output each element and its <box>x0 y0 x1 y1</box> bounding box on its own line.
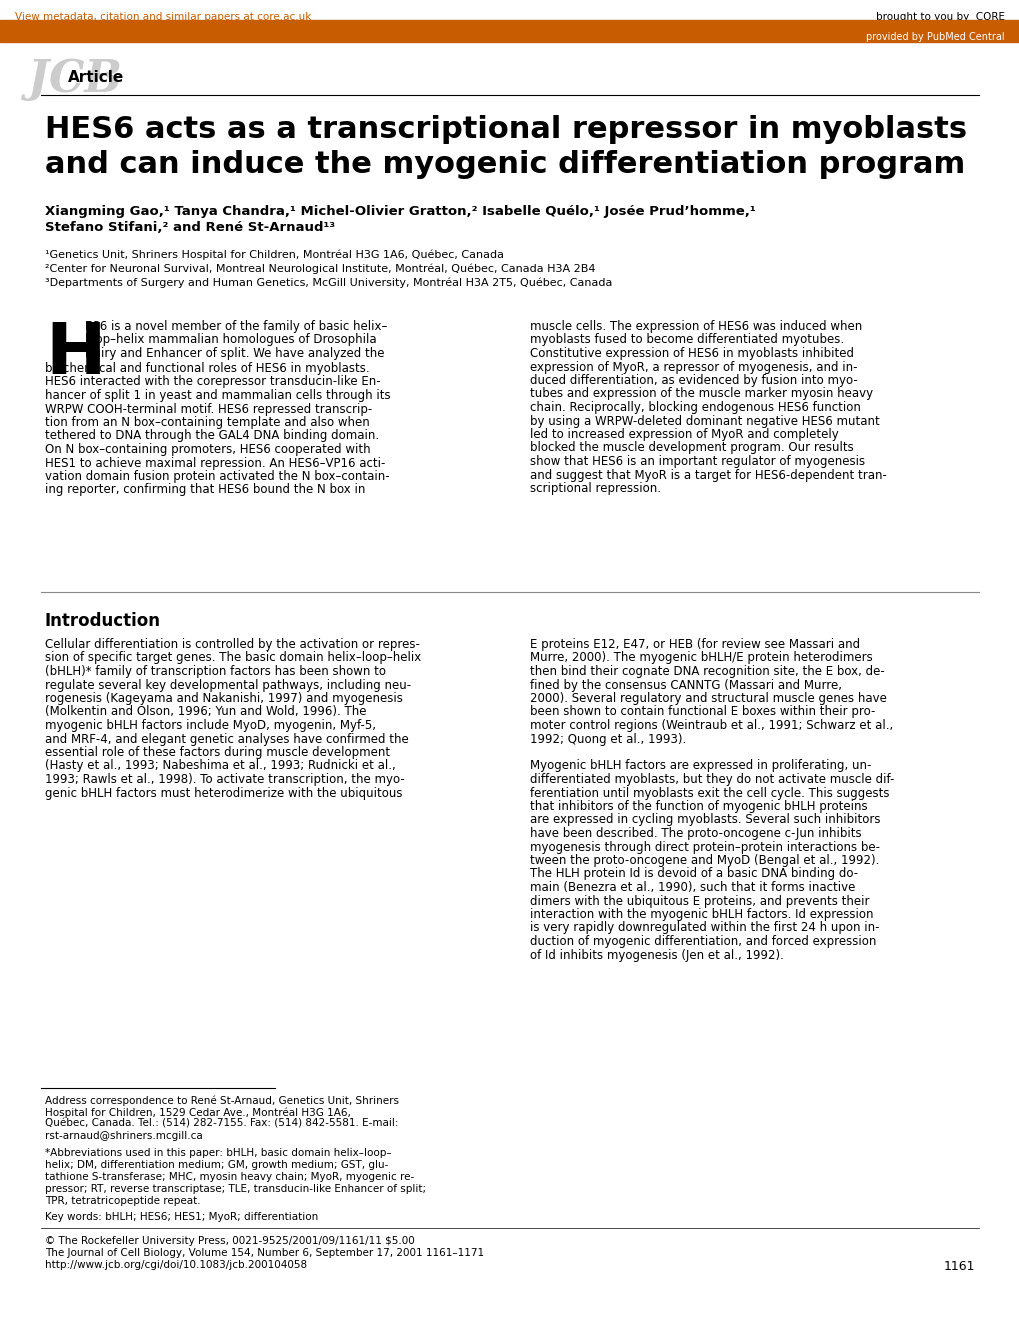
Bar <box>0 20 1019 42</box>
Text: ¹Genetics Unit, Shriners Hospital for Children, Montréal H3G 1A6, Québec, Canada: ¹Genetics Unit, Shriners Hospital for Ch… <box>45 249 503 260</box>
Text: 1993; Rawls et al., 1998). To activate transcription, the myo-: 1993; Rawls et al., 1998). To activate t… <box>45 774 405 785</box>
Text: sion of specific target genes. The basic domain helix–loop–helix: sion of specific target genes. The basic… <box>45 652 421 664</box>
Text: E proteins E12, E47, or HEB (for review see Massari and: E proteins E12, E47, or HEB (for review … <box>530 638 859 651</box>
Text: genic bHLH factors must heterodimerize with the ubiquitous: genic bHLH factors must heterodimerize w… <box>45 787 403 800</box>
Text: Key words: bHLH; HES6; HES1; MyoR; differentiation: Key words: bHLH; HES6; HES1; MyoR; diffe… <box>45 1212 318 1222</box>
Text: ³Departments of Surgery and Human Genetics, McGill University, Montréal H3A 2T5,: ³Departments of Surgery and Human Geneti… <box>45 279 611 289</box>
Text: dimers with the ubiquitous E proteins, and prevents their: dimers with the ubiquitous E proteins, a… <box>530 895 868 908</box>
Text: rst-arnaud@shriners.mcgill.ca: rst-arnaud@shriners.mcgill.ca <box>45 1131 203 1140</box>
Text: HES6 interacted with the corepressor transducin-like En-: HES6 interacted with the corepressor tra… <box>45 375 380 388</box>
Text: blocked the muscle development program. Our results: blocked the muscle development program. … <box>530 441 853 454</box>
Text: biochemical and functional roles of HES6 in myoblasts.: biochemical and functional roles of HES6… <box>45 362 369 375</box>
Text: fined by the consensus CANNTG (Massari and Murre,: fined by the consensus CANNTG (Massari a… <box>530 678 841 692</box>
Text: show that HES6 is an important regulator of myogenesis: show that HES6 is an important regulator… <box>530 455 864 469</box>
Text: The HLH protein Id is devoid of a basic DNA binding do-: The HLH protein Id is devoid of a basic … <box>530 867 857 880</box>
Text: *Abbreviations used in this paper: bHLH, basic domain helix–loop–: *Abbreviations used in this paper: bHLH,… <box>45 1148 391 1158</box>
Text: JCB: JCB <box>28 58 122 102</box>
Text: (Hasty et al., 1993; Nabeshima et al., 1993; Rudnicki et al.,: (Hasty et al., 1993; Nabeshima et al., 1… <box>45 759 395 772</box>
Text: tion from an N box–containing template and also when: tion from an N box–containing template a… <box>45 416 370 429</box>
Text: is very rapidly downregulated within the first 24 h upon in-: is very rapidly downregulated within the… <box>530 921 878 935</box>
Text: HES6 acts as a transcriptional repressor in myoblasts: HES6 acts as a transcriptional repressor… <box>45 115 966 144</box>
Text: tween the proto-oncogene and MyoD (Bengal et al., 1992).: tween the proto-oncogene and MyoD (Benga… <box>530 854 878 867</box>
Text: Myogenic bHLH factors are expressed in proliferating, un-: Myogenic bHLH factors are expressed in p… <box>530 759 870 772</box>
Text: interaction with the myogenic bHLH factors. Id expression: interaction with the myogenic bHLH facto… <box>530 908 872 921</box>
Text: loop–helix mammalian homologues of Drosophila: loop–helix mammalian homologues of Droso… <box>85 334 376 346</box>
Text: muscle cells. The expression of HES6 was induced when: muscle cells. The expression of HES6 was… <box>530 319 861 333</box>
Text: © The Rockefeller University Press, 0021-9525/2001/09/1161/11 $5.00: © The Rockefeller University Press, 0021… <box>45 1236 415 1246</box>
Text: hancer of split 1 in yeast and mammalian cells through its: hancer of split 1 in yeast and mammalian… <box>45 389 390 403</box>
Text: Murre, 2000). The myogenic bHLH/E protein heterodimers: Murre, 2000). The myogenic bHLH/E protei… <box>530 652 872 664</box>
Text: expression of MyoR, a repressor of myogenesis, and in-: expression of MyoR, a repressor of myoge… <box>530 360 857 374</box>
Text: helix; DM, differentiation medium; GM, growth medium; GST, glu-: helix; DM, differentiation medium; GM, g… <box>45 1160 388 1170</box>
Text: regulate several key developmental pathways, including neu-: regulate several key developmental pathw… <box>45 678 411 692</box>
Text: and suggest that MyoR is a target for HES6-dependent tran-: and suggest that MyoR is a target for HE… <box>530 469 886 482</box>
Text: myogenic bHLH factors include MyoD, myogenin, Myf-5,: myogenic bHLH factors include MyoD, myog… <box>45 719 376 733</box>
Text: myogenesis through direct protein–protein interactions be-: myogenesis through direct protein–protei… <box>530 841 879 854</box>
Text: that inhibitors of the function of myogenic bHLH proteins: that inhibitors of the function of myoge… <box>530 800 867 813</box>
Text: ES6 is a novel member of the family of basic helix–: ES6 is a novel member of the family of b… <box>85 319 387 333</box>
Text: Introduction: Introduction <box>45 612 161 630</box>
Text: and can induce the myogenic differentiation program: and can induce the myogenic differentiat… <box>45 150 964 180</box>
Text: 1161: 1161 <box>943 1261 974 1272</box>
Text: Address correspondence to René St-Arnaud, Genetics Unit, Shriners: Address correspondence to René St-Arnaud… <box>45 1096 398 1106</box>
Text: TPR, tetratricopeptide repeat.: TPR, tetratricopeptide repeat. <box>45 1196 201 1206</box>
Text: Hospital for Children, 1529 Cedar Ave., Montréal H3G 1A6,: Hospital for Children, 1529 Cedar Ave., … <box>45 1107 351 1118</box>
Text: ²Center for Neuronal Survival, Montreal Neurological Institute, Montréal, Québec: ²Center for Neuronal Survival, Montreal … <box>45 264 595 275</box>
Text: H: H <box>45 319 105 389</box>
Text: tubes and expression of the muscle marker myosin heavy: tubes and expression of the muscle marke… <box>530 388 872 400</box>
Text: (Molkentin and Olson, 1996; Yun and Wold, 1996). The: (Molkentin and Olson, 1996; Yun and Wold… <box>45 705 366 718</box>
Text: The Journal of Cell Biology, Volume 154, Number 6, September 17, 2001 1161–1171: The Journal of Cell Biology, Volume 154,… <box>45 1247 484 1258</box>
Text: rogenesis (Kageyama and Nakanishi, 1997) and myogenesis: rogenesis (Kageyama and Nakanishi, 1997)… <box>45 692 403 705</box>
Text: http://www.jcb.org/cgi/doi/10.1083/jcb.200104058: http://www.jcb.org/cgi/doi/10.1083/jcb.2… <box>45 1261 307 1270</box>
Text: brought to you by  CORE: brought to you by CORE <box>875 12 1004 22</box>
Text: (bHLH)* family of transcription factors has been shown to: (bHLH)* family of transcription factors … <box>45 665 385 678</box>
Text: 1992; Quong et al., 1993).: 1992; Quong et al., 1993). <box>530 733 686 746</box>
Text: provided by PubMed Central: provided by PubMed Central <box>865 32 1004 42</box>
Text: led to increased expression of MyoR and completely: led to increased expression of MyoR and … <box>530 428 838 441</box>
Text: ferentiation until myoblasts exit the cell cycle. This suggests: ferentiation until myoblasts exit the ce… <box>530 787 889 800</box>
Text: essential role of these factors during muscle development: essential role of these factors during m… <box>45 746 389 759</box>
Text: On N box–containing promoters, HES6 cooperated with: On N box–containing promoters, HES6 coop… <box>45 444 370 455</box>
Text: Cellular differentiation is controlled by the activation or repres-: Cellular differentiation is controlled b… <box>45 638 420 651</box>
Text: myoblasts fused to become differentiated myotubes.: myoblasts fused to become differentiated… <box>530 334 844 346</box>
Text: moter control regions (Weintraub et al., 1991; Schwarz et al.,: moter control regions (Weintraub et al.,… <box>530 719 893 733</box>
Text: pressor; RT, reverse transcriptase; TLE, transducin-like Enhancer of split;: pressor; RT, reverse transcriptase; TLE,… <box>45 1184 426 1195</box>
Text: then bind their cognate DNA recognition site, the E box, de-: then bind their cognate DNA recognition … <box>530 665 883 678</box>
Text: vation domain fusion protein activated the N box–contain-: vation domain fusion protein activated t… <box>45 470 389 483</box>
Text: duction of myogenic differentiation, and forced expression: duction of myogenic differentiation, and… <box>530 935 875 948</box>
Text: ing reporter, confirming that HES6 bound the N box in: ing reporter, confirming that HES6 bound… <box>45 483 365 496</box>
Text: Constitutive expression of HES6 in myoblasts inhibited: Constitutive expression of HES6 in myobl… <box>530 347 853 360</box>
Text: duced differentiation, as evidenced by fusion into myo-: duced differentiation, as evidenced by f… <box>530 374 857 387</box>
Text: Québec, Canada. Tel.: (514) 282-7155. Fax: (514) 842-5581. E-mail:: Québec, Canada. Tel.: (514) 282-7155. Fa… <box>45 1119 398 1129</box>
Text: Article: Article <box>68 70 124 84</box>
Text: 2000). Several regulatory and structural muscle genes have: 2000). Several regulatory and structural… <box>530 692 886 705</box>
Text: chain. Reciprocally, blocking endogenous HES6 function: chain. Reciprocally, blocking endogenous… <box>530 401 860 414</box>
Text: tathione S-transferase; MHC, myosin heavy chain; MyoR, myogenic re-: tathione S-transferase; MHC, myosin heav… <box>45 1172 414 1181</box>
Text: Stefano Stifani,² and René St-Arnaud¹³: Stefano Stifani,² and René St-Arnaud¹³ <box>45 220 335 234</box>
Text: differentiated myoblasts, but they do not activate muscle dif-: differentiated myoblasts, but they do no… <box>530 774 894 785</box>
Text: WRPW COOH-terminal motif. HES6 repressed transcrip-: WRPW COOH-terminal motif. HES6 repressed… <box>45 403 372 416</box>
Text: by using a WRPW-deleted dominant negative HES6 mutant: by using a WRPW-deleted dominant negativ… <box>530 414 878 428</box>
Text: tethered to DNA through the GAL4 DNA binding domain.: tethered to DNA through the GAL4 DNA bin… <box>45 429 379 442</box>
Text: been shown to contain functional E boxes within their pro-: been shown to contain functional E boxes… <box>530 705 874 718</box>
Text: are expressed in cycling myoblasts. Several such inhibitors: are expressed in cycling myoblasts. Seve… <box>530 813 879 826</box>
Text: have been described. The proto-oncogene c-Jun inhibits: have been described. The proto-oncogene … <box>530 828 861 840</box>
Text: Xiangming Gao,¹ Tanya Chandra,¹ Michel-Olivier Gratton,² Isabelle Quélo,¹ Josée : Xiangming Gao,¹ Tanya Chandra,¹ Michel-O… <box>45 205 755 218</box>
Text: Hairy and Enhancer of split. We have analyzed the: Hairy and Enhancer of split. We have ana… <box>85 347 384 360</box>
Text: scriptional repression.: scriptional repression. <box>530 482 660 495</box>
Text: and MRF-4, and elegant genetic analyses have confirmed the: and MRF-4, and elegant genetic analyses … <box>45 733 409 746</box>
Text: of Id inhibits myogenesis (Jen et al., 1992).: of Id inhibits myogenesis (Jen et al., 1… <box>530 949 784 961</box>
Text: HES1 to achieve maximal repression. An HES6–VP16 acti-: HES1 to achieve maximal repression. An H… <box>45 457 385 470</box>
Text: View metadata, citation and similar papers at core.ac.uk: View metadata, citation and similar pape… <box>15 12 311 22</box>
Text: main (Benezra et al., 1990), such that it forms inactive: main (Benezra et al., 1990), such that i… <box>530 880 855 894</box>
